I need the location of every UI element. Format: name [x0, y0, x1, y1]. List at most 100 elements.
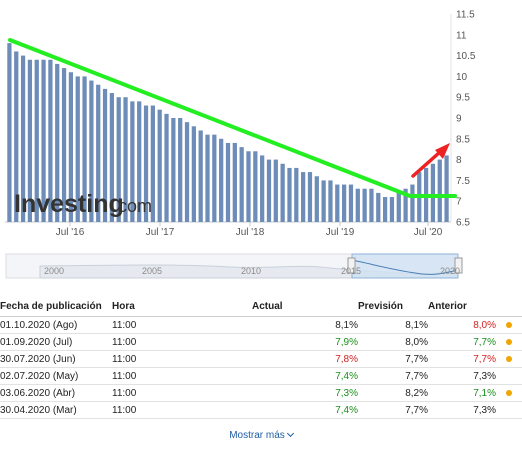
bar[interactable] — [294, 167, 299, 222]
bar[interactable] — [171, 118, 176, 222]
bar[interactable] — [14, 51, 19, 222]
revision-dot-icon — [506, 355, 512, 362]
bar[interactable] — [157, 109, 162, 222]
cell-date: 03.06.2020 (Abr) — [0, 384, 112, 402]
revision-dot[interactable] — [496, 350, 522, 368]
bar[interactable] — [225, 142, 231, 222]
bar[interactable] — [396, 192, 401, 222]
revision-dot[interactable] — [496, 384, 522, 402]
bar[interactable] — [260, 155, 265, 222]
header-date[interactable]: Fecha de publicación — [0, 296, 112, 317]
show-more-label[interactable]: Mostrar más — [229, 430, 285, 441]
revision-dot[interactable] — [496, 333, 522, 351]
bar[interactable] — [430, 163, 436, 222]
bar[interactable] — [61, 68, 67, 222]
bar[interactable] — [184, 122, 190, 222]
cell-time: 11:00 — [112, 316, 252, 334]
bar[interactable] — [287, 167, 292, 222]
header-previous[interactable]: Anterior — [428, 296, 496, 317]
bar[interactable] — [301, 172, 306, 222]
bar[interactable] — [389, 197, 395, 222]
bar[interactable] — [89, 80, 94, 222]
cell-forecast: 8,2% — [358, 384, 428, 402]
navigator-right-handle[interactable] — [454, 257, 463, 274]
bar[interactable] — [41, 59, 46, 223]
bar[interactable] — [178, 118, 183, 222]
bar[interactable] — [109, 93, 114, 222]
y-tick-label: 11 — [456, 30, 467, 41]
bar[interactable] — [137, 101, 142, 222]
navigator-label-2020: 2020 — [440, 266, 460, 276]
bar[interactable] — [164, 113, 169, 222]
bar[interactable] — [232, 142, 237, 222]
bar[interactable] — [219, 138, 224, 222]
bar[interactable] — [68, 72, 74, 223]
bar[interactable] — [205, 134, 210, 222]
x-tick-label: Jul '18 — [236, 227, 265, 238]
bar[interactable] — [27, 59, 33, 223]
bar[interactable] — [403, 188, 408, 222]
bar[interactable] — [253, 151, 258, 222]
navigator-label-2010: 2010 — [241, 266, 261, 276]
bar[interactable] — [75, 76, 80, 223]
bar[interactable] — [7, 43, 12, 223]
cell-date: 01.10.2020 (Ago) — [0, 316, 112, 334]
revision-dot-icon — [506, 338, 512, 345]
y-tick-label: 10.5 — [456, 51, 476, 62]
cell-time: 11:00 — [112, 401, 252, 419]
range-navigator[interactable]: 2000 2005 2010 2015 2020 — [5, 253, 463, 279]
bar[interactable] — [266, 159, 272, 222]
revision-dot-empty — [496, 401, 522, 419]
bar[interactable] — [198, 130, 203, 222]
bar[interactable] — [102, 88, 108, 222]
cell-actual: 8,1% — [252, 316, 358, 334]
bar[interactable] — [212, 134, 217, 222]
bar[interactable] — [143, 105, 149, 222]
bar[interactable] — [280, 163, 285, 222]
x-tick-label: Jul '16 — [56, 227, 85, 238]
navigator-left-handle[interactable] — [347, 257, 356, 274]
bar[interactable] — [342, 184, 347, 222]
revision-dot[interactable] — [496, 316, 522, 334]
bar[interactable] — [96, 84, 101, 222]
bar[interactable] — [314, 176, 319, 222]
bar[interactable] — [273, 159, 278, 222]
bar[interactable] — [130, 101, 135, 222]
bar[interactable] — [246, 151, 251, 222]
bar[interactable] — [369, 188, 374, 222]
bar[interactable] — [123, 97, 128, 222]
header-forecast[interactable]: Previsión — [358, 296, 428, 317]
table-row: 02.07.2020 (May) 11:00 7,4% 7,7% 7,3% — [0, 367, 522, 385]
bar[interactable] — [321, 180, 326, 222]
bar[interactable] — [116, 97, 121, 222]
cell-forecast: 7,7% — [358, 367, 428, 385]
bar[interactable] — [48, 59, 53, 223]
cell-actual: 7,8% — [252, 350, 358, 368]
bar[interactable] — [335, 184, 340, 222]
bar[interactable] — [82, 76, 87, 223]
bar[interactable] — [307, 172, 313, 222]
bar[interactable] — [20, 55, 26, 222]
bar[interactable] — [34, 59, 39, 223]
bar[interactable] — [55, 63, 60, 222]
table-row: 01.09.2020 (Jul) 11:00 7,9% 8,0% 7,7% — [0, 333, 522, 351]
bar[interactable] — [348, 184, 354, 222]
navigator-selection[interactable] — [351, 253, 459, 279]
bar[interactable] — [437, 159, 442, 222]
bar[interactable] — [376, 192, 381, 222]
bar[interactable] — [362, 188, 367, 222]
navigator-label-2000: 2000 — [44, 266, 64, 276]
bar[interactable] — [382, 197, 388, 222]
bar[interactable] — [444, 155, 449, 222]
table-row: 03.06.2020 (Abr) 11:00 7,3% 8,2% 7,1% — [0, 384, 522, 402]
bar[interactable] — [191, 126, 196, 222]
cell-forecast: 7,7% — [358, 401, 428, 419]
header-time[interactable]: Hora — [112, 296, 252, 317]
bar[interactable] — [328, 180, 333, 222]
bar[interactable] — [355, 188, 360, 222]
header-actual[interactable]: Actual — [252, 296, 358, 317]
bar[interactable] — [410, 184, 415, 222]
bar[interactable] — [150, 105, 155, 222]
show-more-link[interactable]: Mostrar más — [0, 429, 522, 441]
bar[interactable] — [239, 147, 244, 222]
